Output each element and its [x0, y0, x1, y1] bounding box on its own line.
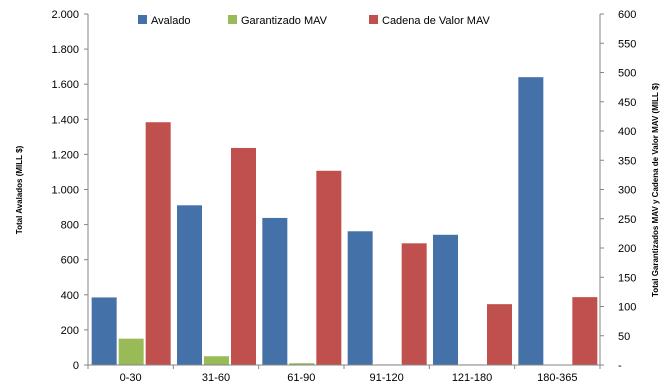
right-tick-label: - [618, 360, 622, 372]
right-tick-label: 250 [618, 214, 636, 226]
bar-avalado [91, 297, 117, 365]
left-tick-label: 1.800 [51, 44, 79, 56]
legend-label: Cadena de Valor MAV [382, 15, 490, 27]
right-tick-label: 350 [618, 155, 636, 167]
bar-avalado [433, 234, 458, 365]
bar-avalado [347, 231, 373, 365]
x-tick-label: 180-365 [537, 372, 577, 383]
bar-cadena-de-valor-mav [145, 122, 171, 365]
right-tick-label: 500 [618, 68, 636, 80]
x-tick-label: 31-60 [202, 372, 230, 383]
bar-cadena-de-valor-mav [231, 147, 256, 365]
left-tick-label: 800 [61, 220, 79, 232]
legend-label: Garantizado MAV [241, 15, 328, 27]
legend-swatch [369, 15, 378, 24]
legend-swatch [228, 15, 237, 24]
bar-cadena-de-valor-mav [401, 243, 427, 365]
left-tick-label: 1.400 [51, 114, 79, 126]
left-tick-label: 1.200 [51, 149, 79, 161]
bar-cadena-de-valor-mav [487, 304, 512, 365]
left-tick-label: 2.000 [51, 9, 79, 21]
left-tick-label: 0 [73, 360, 79, 372]
legend: Avalado Garantizado MAV Cadena de Valor MA… [138, 15, 490, 27]
left-axis-title: Total Avalados (MILL $) [15, 145, 24, 234]
x-axis-ticks: 0-30 31-60 61-90 91-120 121-180 180-365 [87, 365, 601, 383]
bars [91, 77, 598, 366]
right-tick-label: 50 [618, 331, 630, 343]
legend-label: Avalado [151, 15, 191, 27]
left-tick-label: 1.000 [51, 185, 79, 197]
bar-cadena-de-valor-mav [572, 297, 598, 365]
x-tick-label: 121-180 [452, 372, 492, 383]
bar-garantizado-mav [289, 363, 315, 365]
left-tick-label: 400 [61, 290, 79, 302]
bar-avalado [177, 205, 202, 365]
right-tick-label: 550 [618, 38, 636, 50]
right-tick-label: 150 [618, 272, 636, 284]
left-tick-label: 600 [61, 255, 79, 267]
x-tick-label: 0-30 [120, 372, 142, 383]
right-tick-label: 600 [618, 9, 636, 21]
x-tick-label: 61-90 [287, 372, 315, 383]
bar-garantizado-mav [118, 338, 144, 365]
bar-cadena-de-valor-mav [316, 170, 342, 365]
left-axis-ticks: 0 200 400 600 800 1.000 1.200 1.400 1.600 1.800 2.… [51, 9, 88, 372]
right-tick-label: 400 [618, 126, 636, 138]
right-tick-label: 200 [618, 243, 636, 255]
legend-swatch [138, 15, 147, 24]
left-tick-label: 1.600 [51, 79, 79, 91]
right-tick-label: 450 [618, 97, 636, 109]
bar-avalado [262, 217, 288, 365]
right-tick-label: 300 [618, 185, 636, 197]
right-axis-ticks: - 50 100 150 200 250 300 350 400 450 500 550 600 [600, 9, 636, 372]
bar-garantizado-mav [204, 356, 229, 365]
left-tick-label: 200 [61, 325, 79, 337]
x-tick-label: 91-120 [370, 372, 404, 383]
bar-avalado [518, 77, 544, 366]
right-axis-title: Total Garantizados MAV y Cadena de Valor… [651, 83, 660, 297]
right-tick-label: 100 [618, 302, 636, 314]
